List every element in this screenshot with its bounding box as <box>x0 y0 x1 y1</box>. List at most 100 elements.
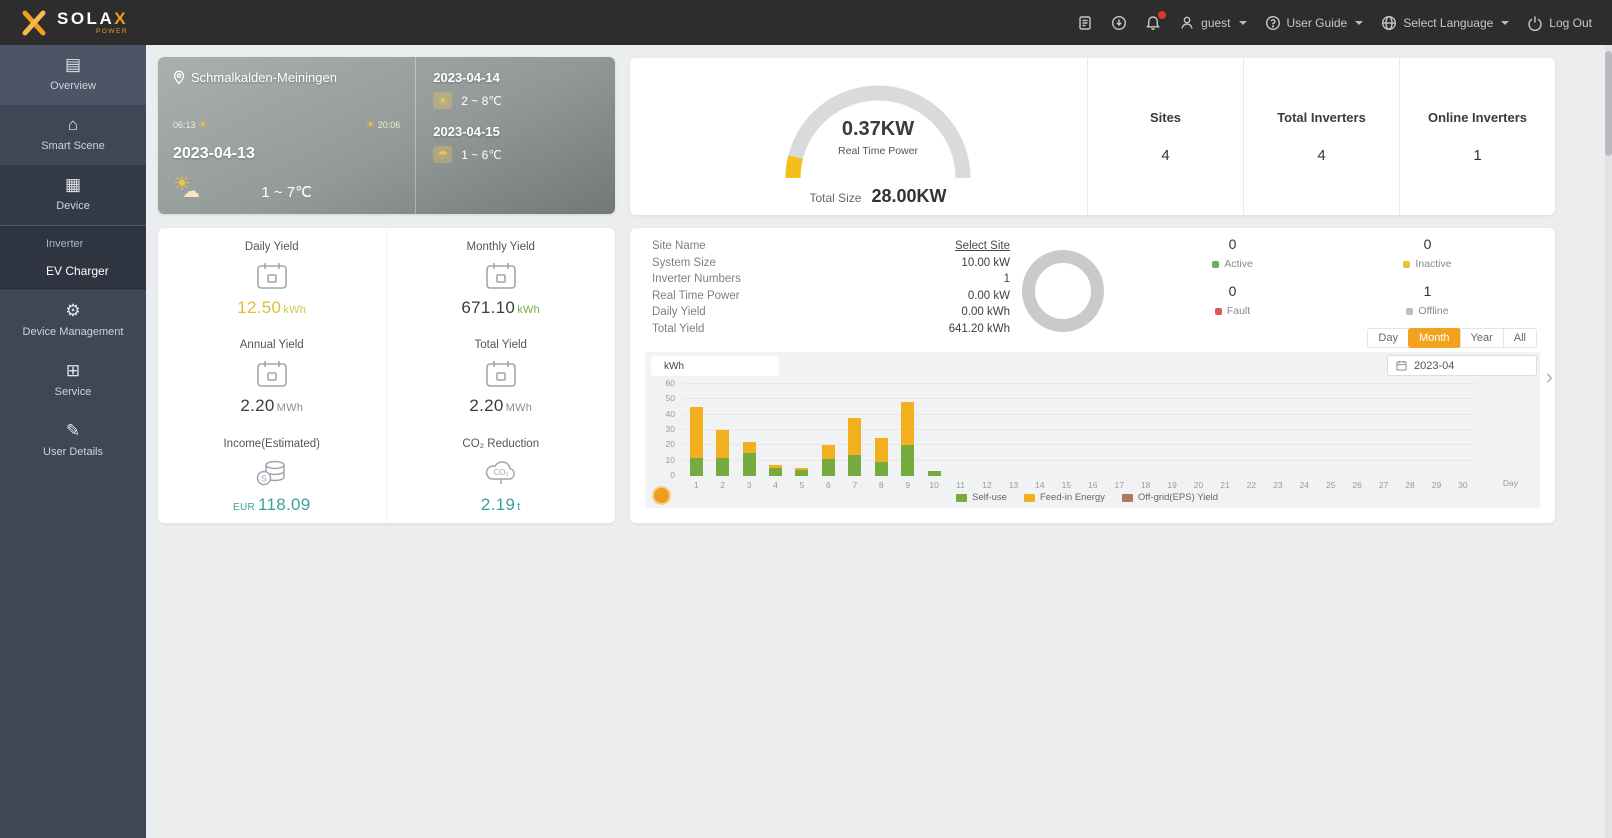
calendar-icon <box>255 260 289 292</box>
site-row-inverter-numbers: Inverter Numbers 1 <box>652 271 1010 288</box>
sidebar-item-device-management[interactable]: ⚙ Device Management <box>0 291 146 351</box>
sidebar-item-ev-charger[interactable]: EV Charger <box>46 264 109 278</box>
bar-slot: 27 <box>1370 384 1396 490</box>
sidebar-item-inverter[interactable]: Inverter <box>46 238 84 250</box>
sidebar-item-device[interactable]: ▦ Device <box>0 165 146 225</box>
yield-value: 2.19 t <box>481 495 521 515</box>
currency-prefix: EUR <box>232 501 255 513</box>
site-row-value: 0.00 kWh <box>961 306 1010 318</box>
coins-icon: S <box>254 457 290 489</box>
yield-number: 2.20 <box>469 396 504 416</box>
range-button-all[interactable]: All <box>1502 328 1537 348</box>
yield-label: Annual Yield <box>239 339 304 352</box>
logout-button[interactable]: Log Out <box>1527 15 1592 31</box>
forecast-temp-line: ☀ 2 ~ 8℃ <box>433 92 598 109</box>
sidebar-item-user-details[interactable]: ✎ User Details <box>0 411 146 471</box>
y-tick-label: 30 <box>665 424 675 434</box>
yield-label: CO₂ Reduction <box>462 437 540 450</box>
range-button-day[interactable]: Day <box>1367 328 1409 348</box>
legend-swatch <box>1121 493 1133 502</box>
yield-number: 2.19 <box>480 494 516 514</box>
status-dot <box>1403 260 1411 268</box>
weather-today-icon: ☀ ☁ <box>173 173 200 201</box>
x-tick-label: 4 <box>773 480 778 490</box>
select-site-link[interactable]: Select Site <box>955 240 1010 252</box>
gridline <box>683 459 1476 461</box>
chevron-down-icon <box>1238 20 1247 25</box>
power-summary-card: 0.37KW Real Time Power Total Size 28.00KW… <box>630 58 1555 215</box>
status-label: Inactive <box>1330 258 1525 270</box>
sidebar-item-service[interactable]: ⊞ Service <box>0 351 146 411</box>
yield-card-total-yield: Total Yield 2.20 MWh <box>387 326 616 424</box>
sidebar-item-overview[interactable]: ▤ Overview <box>0 45 146 105</box>
date-picker[interactable]: 2023-04 <box>1387 355 1537 376</box>
site-detail-card: Site Name Select Site System Size 10.00 kW I… <box>630 228 1555 523</box>
language-menu[interactable]: Select Language <box>1381 15 1510 31</box>
x-tick-label: 1 <box>693 480 699 490</box>
status-count: 1 <box>1423 283 1432 299</box>
user-guide-menu[interactable]: User Guide <box>1265 15 1364 31</box>
site-row-label: Real Time Power <box>652 289 740 302</box>
bar-segment-self-use <box>927 471 941 476</box>
download-icon[interactable] <box>1111 15 1127 31</box>
status-label: Active <box>1135 258 1330 270</box>
status-dot <box>1406 307 1414 315</box>
status-inactive: 0 Inactive <box>1330 236 1525 270</box>
bar-slot: 22 <box>1238 384 1264 490</box>
user-details-icon: ✎ <box>65 421 81 440</box>
range-button-month[interactable]: Month <box>1407 328 1461 348</box>
gridline <box>683 398 1476 400</box>
chevron-right-icon[interactable]: › <box>1545 364 1553 389</box>
yield-number: 118.09 <box>257 494 311 514</box>
bar-segment-self-use <box>848 454 862 476</box>
bell-icon[interactable] <box>1145 10 1167 31</box>
site-row-daily-yield: Daily Yield 0.00 kWh <box>652 304 1010 321</box>
bar-slot: 26 <box>1344 384 1370 490</box>
x-tick-label: 15 <box>1061 480 1072 490</box>
y-tick-label: 10 <box>665 454 675 465</box>
range-button-year[interactable]: Year <box>1459 328 1504 348</box>
sidebar-submenu: Inverter EV Charger <box>0 225 146 291</box>
x-tick-label: 12 <box>982 480 992 490</box>
language-label: Select Language <box>1403 15 1494 30</box>
yield-bar-chart: kWh 0 10 20 30 40 50 60 1 2 3 4 5 6 7 8 9 10 11 12 13 14 15 1… <box>645 352 1540 508</box>
sidebar-item-label: Device Management <box>22 326 124 338</box>
x-tick-label: 25 <box>1325 480 1336 490</box>
document-icon[interactable] <box>1077 15 1093 31</box>
scrollbar-thumb[interactable] <box>1605 51 1612 156</box>
yield-label: Total Yield <box>474 339 527 352</box>
bar-slot: 24 <box>1291 384 1317 490</box>
svg-text:CO₂: CO₂ <box>493 468 508 477</box>
bar-slot: 8 <box>868 384 894 490</box>
top-navbar: SOLAX POWER <box>0 0 1612 45</box>
x-tick-label: 23 <box>1273 480 1283 490</box>
bar-slot: 2 <box>709 384 735 490</box>
site-row-value: 1 <box>1003 273 1010 285</box>
status-dot <box>1214 307 1222 315</box>
device-icon: ▦ <box>64 175 82 194</box>
gridline <box>683 383 1476 384</box>
support-float-button[interactable] <box>654 488 669 503</box>
bar-slot: 5 <box>789 384 815 490</box>
x-tick-label: 22 <box>1246 480 1257 490</box>
stacked-bar <box>716 430 730 476</box>
stat-value: 4 <box>1317 146 1326 164</box>
legend-label: Self-use <box>972 492 1007 503</box>
chart-unit-tab[interactable]: kWh <box>651 356 779 376</box>
sidebar-item-smart-scene[interactable]: ⌂ Smart Scene <box>0 105 146 165</box>
yield-number: 2.20 <box>240 396 275 416</box>
bar-segment-self-use <box>689 457 703 476</box>
site-row-total-yield: Total Yield 641.20 kWh <box>652 321 1010 338</box>
user-menu[interactable]: guest <box>1179 15 1247 31</box>
yield-label: Daily Yield <box>244 241 299 253</box>
legend-label: Off-grid(EPS) Yield <box>1137 492 1218 503</box>
bar-slot: 12 <box>974 384 1000 490</box>
stat-value: 1 <box>1473 146 1482 164</box>
brand-logo: SOLAX POWER <box>20 9 128 37</box>
bar-slot: 6 <box>815 384 841 490</box>
sunset-icon: ☀ <box>365 119 376 131</box>
forecast-temp-line: ☂ 1 ~ 6℃ <box>433 146 598 163</box>
stat-label: Online Inverters <box>1428 109 1527 125</box>
yield-value: 2.20 MWh <box>469 396 532 416</box>
